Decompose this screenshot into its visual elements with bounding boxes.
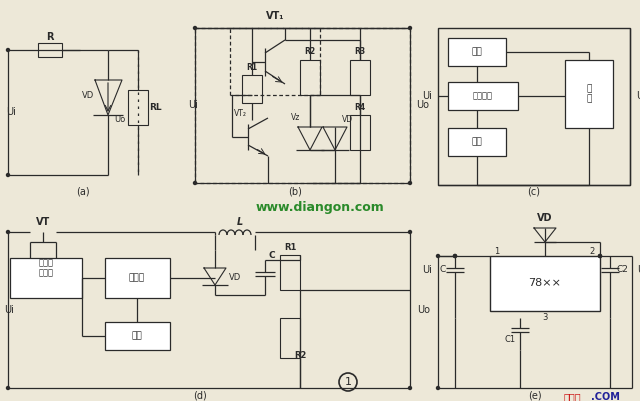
Bar [448,82,518,110]
Circle shape [6,49,10,51]
Bar [448,38,506,66]
Circle shape [193,182,196,184]
Bar [105,258,170,298]
Text: Vz: Vz [291,113,301,122]
Text: VT₁: VT₁ [266,11,284,21]
Text: Ui: Ui [6,107,16,117]
Circle shape [454,255,456,257]
Circle shape [598,255,602,257]
Text: VD: VD [82,91,94,101]
Text: C2: C2 [616,265,628,275]
Text: 1: 1 [494,247,500,257]
Text: 2: 2 [589,247,595,257]
Text: 基准: 基准 [132,332,142,340]
Bar [300,60,320,95]
Bar [128,90,148,125]
Circle shape [436,387,440,389]
Text: R4: R4 [355,103,365,113]
Bar [448,128,506,156]
Bar [105,322,170,350]
Text: (d): (d) [193,390,207,400]
Text: Ui: Ui [422,265,432,275]
Text: R: R [46,32,54,42]
Text: 调整: 调整 [472,47,483,57]
Text: C: C [440,265,446,275]
Text: VD: VD [229,273,241,282]
Bar [350,115,370,150]
Bar [350,60,370,95]
Text: VD: VD [537,213,553,223]
Bar [280,318,300,358]
Text: 放大器: 放大器 [129,273,145,282]
Text: Uo: Uo [417,305,430,315]
Text: Uo: Uo [115,115,125,124]
Circle shape [436,255,440,257]
Text: R2: R2 [294,350,306,360]
Text: Ui: Ui [4,305,14,315]
Circle shape [408,231,412,233]
Bar [280,255,300,290]
Text: R3: R3 [355,47,365,57]
Bar [490,256,600,311]
Text: Uo: Uo [416,100,429,110]
Circle shape [408,26,412,30]
Text: (e): (e) [528,390,542,400]
Text: 比较放大: 比较放大 [473,91,493,101]
Bar [565,60,613,128]
Text: (b): (b) [288,187,302,197]
Text: (a): (a) [76,187,90,197]
Text: 矩形波
发生器: 矩形波 发生器 [38,258,54,278]
Text: C: C [269,251,275,259]
Text: VT₂: VT₂ [234,109,246,119]
Text: 基准: 基准 [472,138,483,146]
Circle shape [454,255,456,257]
Text: www.diangon.com: www.diangon.com [255,200,385,213]
Text: 78××: 78×× [529,278,561,288]
Text: (c): (c) [527,187,541,197]
Text: VD: VD [342,115,353,124]
Text: 3: 3 [542,314,548,322]
Text: 接线图: 接线图 [563,392,581,401]
Text: Uo: Uo [637,265,640,275]
Bar [438,28,630,185]
Bar [38,43,62,57]
Circle shape [6,231,10,233]
Text: Ui: Ui [422,91,432,101]
Circle shape [408,387,412,389]
Circle shape [6,174,10,176]
Text: R1: R1 [246,63,257,73]
Circle shape [598,255,602,257]
Text: C1: C1 [504,336,516,344]
Text: .COM: .COM [591,392,620,401]
Text: R2: R2 [305,47,316,57]
Text: VT: VT [36,217,50,227]
Bar [10,258,82,298]
Circle shape [6,387,10,389]
Text: Ui: Ui [188,100,198,110]
Text: R1: R1 [284,243,296,253]
Text: 1: 1 [344,377,351,387]
Circle shape [408,182,412,184]
Text: Uc: Uc [636,91,640,101]
Text: RL: RL [148,103,161,111]
Text: L: L [237,217,243,227]
Bar [242,75,262,103]
Circle shape [193,26,196,30]
Text: 放
柱: 放 柱 [586,84,592,104]
